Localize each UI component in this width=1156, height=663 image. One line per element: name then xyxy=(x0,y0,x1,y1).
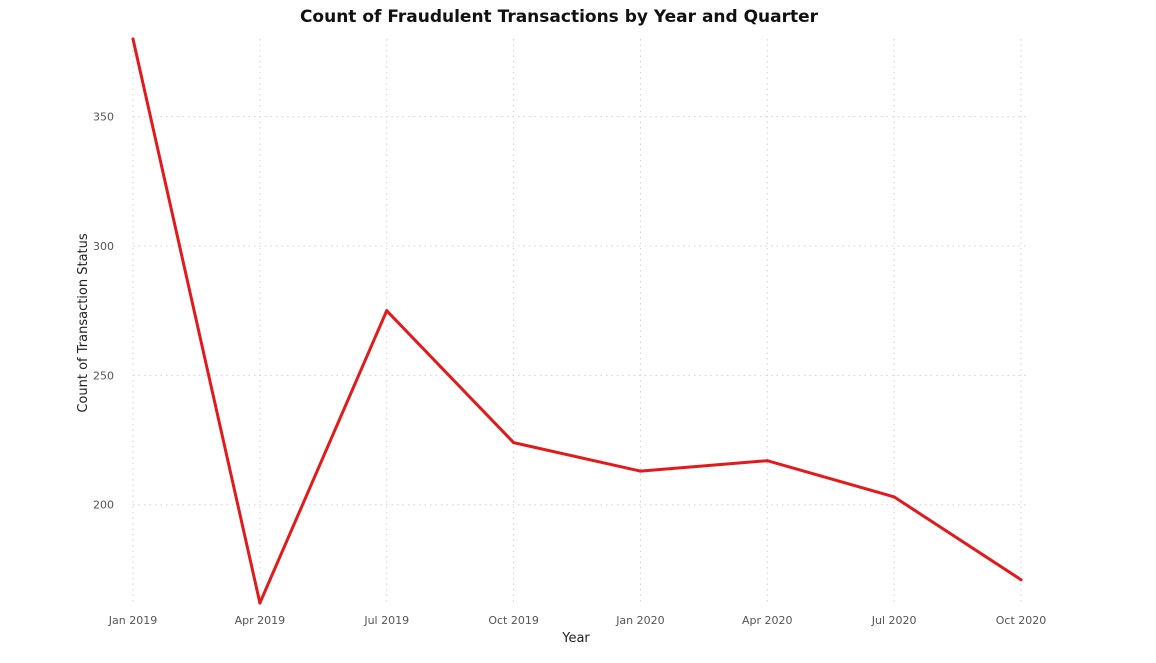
x-tick-label: Jul 2020 xyxy=(871,614,917,627)
chart-title: Count of Fraudulent Transactions by Year… xyxy=(300,7,819,27)
grid xyxy=(132,39,1027,603)
x-tick-label: Jul 2019 xyxy=(363,614,409,627)
data-point xyxy=(512,441,516,445)
x-tick-label: Oct 2019 xyxy=(488,614,539,627)
data-point xyxy=(765,459,769,463)
data-point xyxy=(385,309,389,313)
y-tick-label: 350 xyxy=(93,111,114,124)
data-point xyxy=(1019,578,1023,582)
x-tick-label: Jan 2020 xyxy=(615,614,664,627)
y-tick-label: 250 xyxy=(93,369,114,382)
y-axis-ticks: 200 250 300 350 xyxy=(93,111,114,512)
x-axis-ticks: Jan 2019 Apr 2019 Jul 2019 Oct 2019 Jan 2020… xyxy=(108,614,1046,627)
series-layer xyxy=(131,37,1023,605)
data-point xyxy=(892,495,896,499)
x-axis-title: Year xyxy=(561,631,590,646)
x-tick-label: Apr 2019 xyxy=(235,614,286,627)
data-point xyxy=(258,601,262,605)
data-point xyxy=(131,37,135,41)
x-tick-label: Oct 2020 xyxy=(996,614,1047,627)
x-tick-label: Jan 2019 xyxy=(108,614,157,627)
data-point xyxy=(638,469,642,473)
y-axis-title: Count of Transaction Status xyxy=(76,233,91,413)
x-tick-label: Apr 2020 xyxy=(742,614,793,627)
y-tick-label: 200 xyxy=(93,499,114,512)
series-line-1 xyxy=(131,37,1023,605)
y-tick-label: 300 xyxy=(93,240,114,253)
